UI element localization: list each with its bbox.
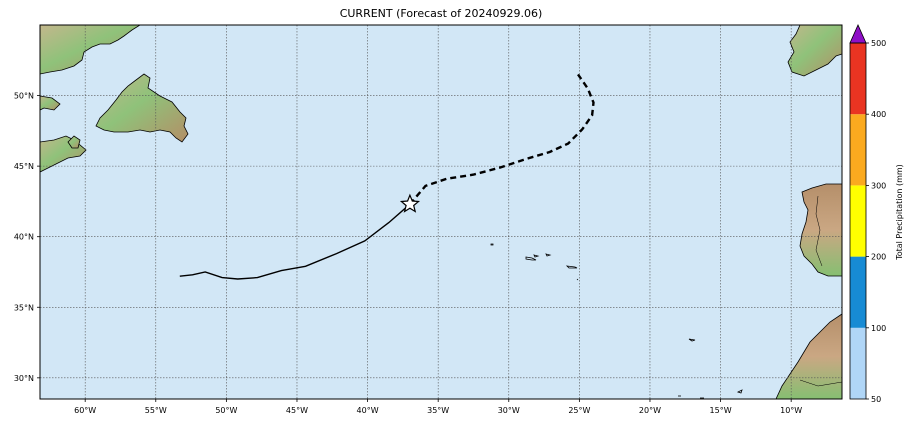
gridlines [40, 25, 842, 399]
lon-tick-label: 55°W [145, 406, 167, 415]
land-iberia [799, 183, 842, 277]
colorbar-label: Total Precipitation (mm) [895, 164, 904, 261]
island-azores-2 [533, 254, 540, 258]
storm-track [179, 73, 595, 280]
island-azores-1 [525, 256, 537, 261]
lon-tick-label: 30°W [498, 406, 520, 415]
island-madeira [688, 338, 696, 342]
lon-tick-label: 50°W [215, 406, 237, 415]
lon-tick-label: 25°W [568, 406, 590, 415]
island-santa-maria [576, 278, 579, 281]
lon-tick-label: 45°W [286, 406, 308, 415]
landmasses [40, 25, 842, 399]
lon-tick-label: 20°W [639, 406, 661, 415]
lon-tick-label: 15°W [710, 406, 732, 415]
island-sao-miguel [565, 265, 578, 269]
colorbar-tick-label: 100 [871, 324, 886, 333]
island-flores [490, 243, 494, 246]
land-cape-breton [67, 135, 81, 149]
land-africa-border [799, 379, 842, 387]
colorbar-tick-label: 500 [871, 39, 886, 48]
island-canary-1 [736, 389, 743, 394]
island-azores-3 [545, 253, 552, 257]
map-title: CURRENT (Forecast of 20240929.06) [339, 7, 543, 20]
lat-tick-label: 45°N [14, 162, 34, 171]
colorbar-tick-label: 50 [871, 395, 881, 404]
colorbar-tick-label: 200 [871, 253, 886, 262]
map-frame [39, 24, 843, 400]
forecast-track-line [408, 73, 595, 205]
lon-tick-label: 35°W [427, 406, 449, 415]
colorbar-extend-arrow [849, 24, 867, 44]
land-labrador [40, 25, 141, 75]
lat-tick-label: 50°N [14, 92, 34, 101]
islands [490, 243, 743, 399]
ocean [40, 25, 842, 399]
land-portugal-border [815, 195, 823, 267]
colorbar-tick-label: 400 [871, 110, 886, 119]
colorbar-bin [850, 256, 866, 328]
lat-tick-label: 40°N [14, 233, 34, 242]
lat-axis: 30°N 35°N 40°N 45°N 50°N [14, 92, 40, 383]
land-morocco [775, 313, 842, 399]
colorbar-bin [850, 43, 866, 115]
lon-tick-label: 40°W [357, 406, 379, 415]
lon-axis: 60°W 55°W 50°W 45°W 40°W 35°W 30°W 25°W 20°W 15°W… [74, 399, 802, 415]
past-track-line [179, 203, 411, 280]
lat-tick-label: 35°N [14, 303, 34, 312]
colorbar-frame [849, 42, 867, 400]
colorbar-bin [850, 327, 866, 399]
colorbar-bin [850, 185, 866, 257]
land-newfoundland [95, 73, 189, 143]
lat-tick-label: 30°N [14, 374, 34, 383]
lon-tick-label: 60°W [74, 406, 96, 415]
land-mainland-canada [40, 95, 61, 111]
colorbar-bin [850, 114, 866, 186]
land-ireland-uk [787, 25, 842, 77]
colorbar: 50 100 200 300 400 500 [849, 24, 886, 404]
current-position-star-icon [399, 193, 421, 213]
lon-tick-label: 10°W [780, 406, 802, 415]
colorbar-tick-label: 300 [871, 181, 886, 190]
